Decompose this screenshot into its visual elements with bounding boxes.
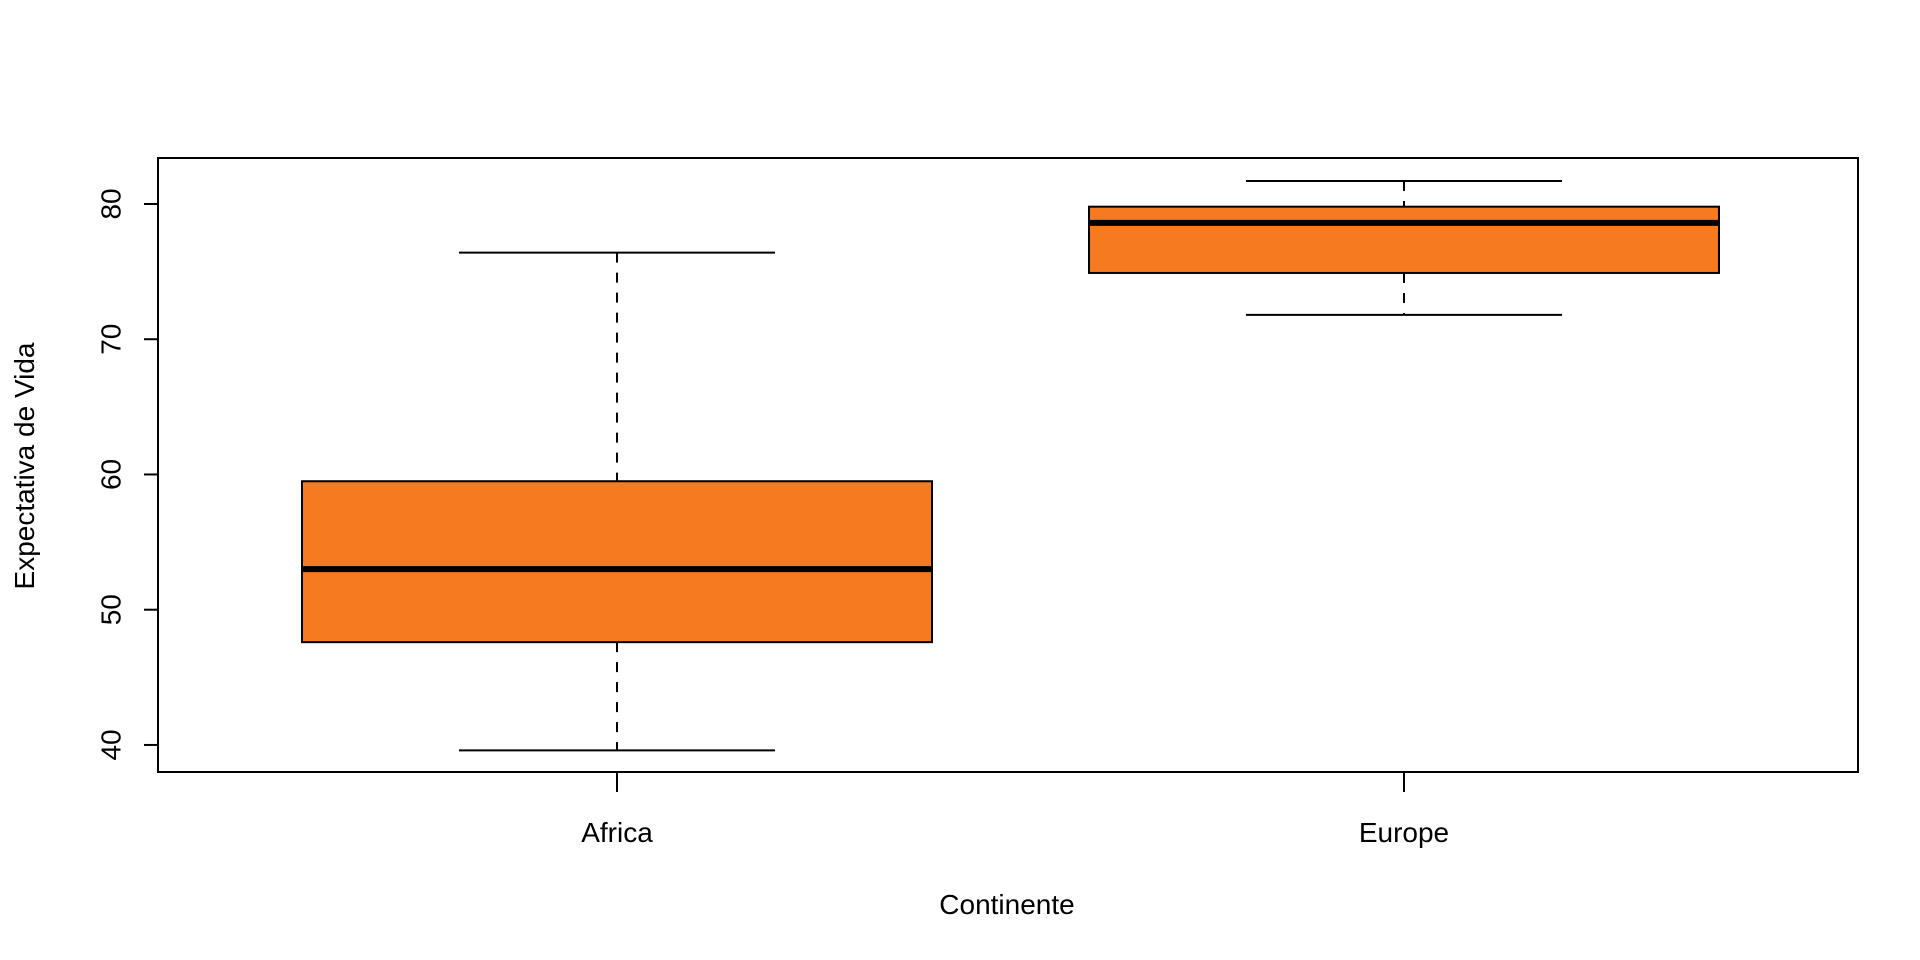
plot-layer: 40 50 60 70 80 Africa Europe: [95, 157, 1859, 848]
y-tick-label: 60: [95, 459, 126, 490]
y-tick-label: 80: [95, 188, 126, 219]
box-africa: [301, 480, 933, 644]
y-tick-label: 70: [95, 324, 126, 355]
y-tick-label: 40: [95, 729, 126, 760]
y-tick-label: 50: [95, 594, 126, 625]
box-europe: [1088, 205, 1720, 274]
x-tick-label: Europe: [1359, 817, 1449, 848]
y-axis-label: Expectativa de Vida: [9, 342, 40, 589]
plot-frame: [157, 157, 1859, 773]
x-tick-label: Africa: [581, 817, 653, 848]
x-axis-label: Continente: [939, 889, 1074, 920]
